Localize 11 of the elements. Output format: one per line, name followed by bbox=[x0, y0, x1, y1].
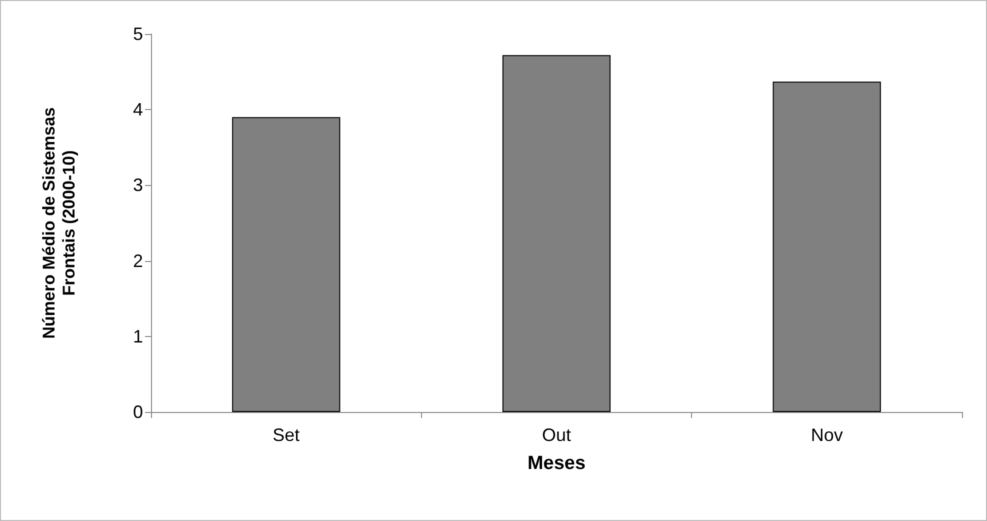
y-tick-label: 0 bbox=[132, 402, 143, 422]
y-tick-label: 1 bbox=[132, 326, 143, 346]
x-tick-label: Nov bbox=[810, 425, 843, 445]
x-axis-title: Meses bbox=[527, 453, 586, 474]
y-tick-label: 2 bbox=[132, 250, 143, 271]
y-tick-label: 5 bbox=[132, 24, 143, 44]
x-tick-label: Out bbox=[542, 425, 572, 445]
y-tick-label: 4 bbox=[132, 100, 143, 120]
y-tick-label: 3 bbox=[132, 175, 143, 196]
x-tick-label: Set bbox=[272, 425, 300, 445]
y-axis-title: Número Médio de Sistemsas Frontais (2000-10) bbox=[40, 107, 78, 339]
